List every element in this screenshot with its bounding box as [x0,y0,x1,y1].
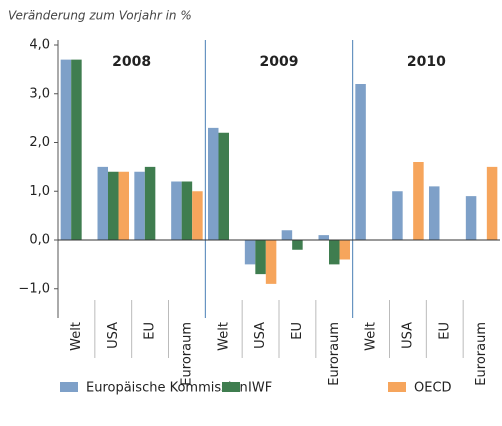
group-label: 2008 [112,54,151,70]
bar [465,196,477,240]
legend-swatch [222,382,240,392]
x-tick-label: Euroraum [327,322,342,386]
y-tick-label: 3,0 [29,86,50,101]
bar [218,132,229,240]
x-tick-label: USA [400,322,415,349]
bar [329,240,340,265]
bar [355,84,366,240]
bar [392,191,403,240]
group-label: 2009 [260,54,299,70]
chart-subtitle: Veränderung zum Vorjahr in % [8,9,192,23]
bar [429,186,440,240]
bar [71,59,82,240]
legend-label: OECD [414,381,452,396]
bar [339,240,350,260]
y-tick-label: −1,0 [18,281,50,296]
bar [118,171,129,240]
legend-swatch [388,382,406,392]
bar [486,166,498,240]
bar [318,235,329,240]
x-tick-label: Welt [364,322,379,351]
bar [108,171,119,240]
x-tick-label: EU [437,322,452,340]
y-tick-label: 1,0 [29,184,50,199]
x-tick-label: Welt [69,322,84,351]
x-tick-label: USA [253,322,268,349]
bar [60,59,72,240]
x-tick-label: EU [143,322,158,340]
group-label: 2010 [407,54,446,70]
y-tick-label: 2,0 [29,135,50,150]
x-tick-label: EU [290,322,305,340]
bar [144,166,156,240]
bar [192,191,203,240]
x-tick-label: Euroraum [474,322,489,386]
bar [255,240,266,275]
x-tick-label: USA [106,322,121,349]
bar [208,127,219,240]
y-tick-label: 0,0 [29,233,50,248]
legend-label: IWF [248,381,272,396]
bar [413,162,424,240]
bar [97,166,108,240]
bar [244,240,256,265]
bar [281,230,293,240]
x-tick-label: Welt [216,322,231,351]
bar [265,240,277,284]
bar [171,181,182,240]
x-tick-label: Euroraum [179,322,194,386]
y-tick-label: 4,0 [29,38,50,53]
bar [181,181,193,240]
bar [292,240,303,250]
bar [134,171,145,240]
legend-swatch [60,382,78,392]
legend-label: Europäische Kommission [86,381,248,396]
